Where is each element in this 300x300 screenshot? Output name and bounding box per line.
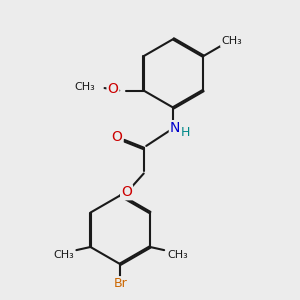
Text: O: O (112, 130, 123, 143)
Text: N: N (170, 121, 180, 135)
Text: CH₃: CH₃ (221, 36, 242, 46)
Text: O: O (108, 82, 118, 96)
Text: CH₃: CH₃ (167, 250, 188, 260)
Text: Br: Br (113, 277, 127, 290)
Text: O: O (121, 185, 132, 199)
Text: CH₃: CH₃ (53, 250, 74, 260)
Text: H: H (181, 126, 190, 139)
Text: CH₃: CH₃ (74, 82, 95, 92)
